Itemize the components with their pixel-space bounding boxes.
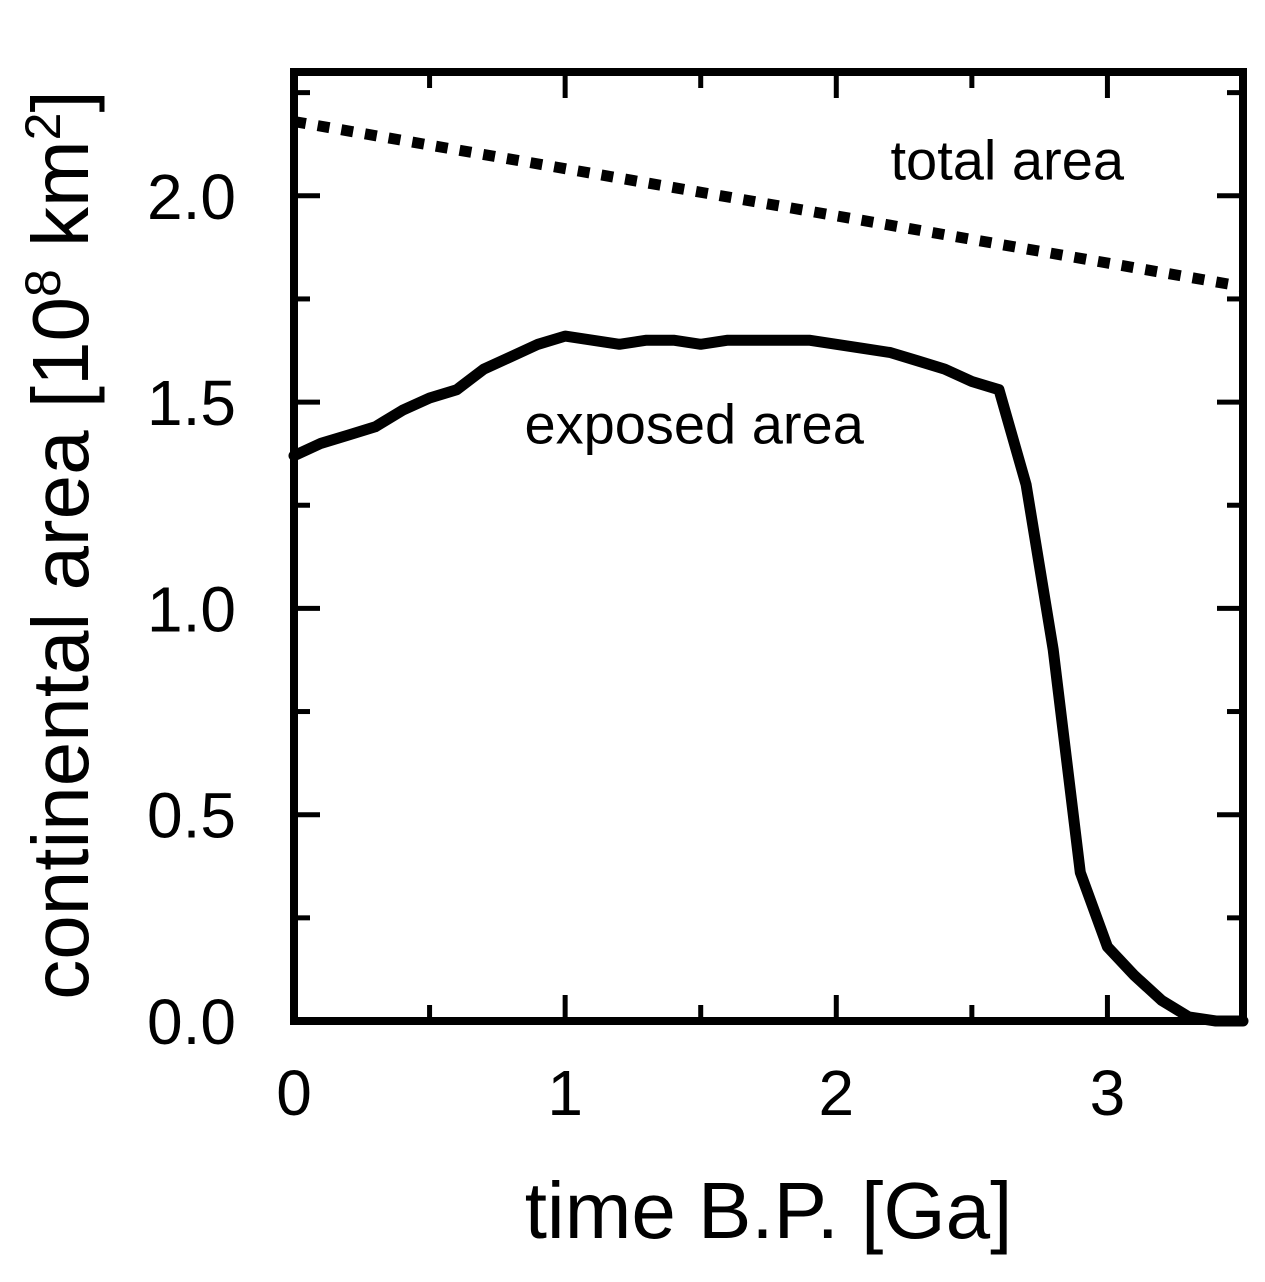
y-axis-title-base: continental area [10 bbox=[16, 297, 105, 1000]
annotation-exposed-area: exposed area bbox=[524, 392, 864, 455]
x-tick-label-3: 3 bbox=[1090, 1057, 1126, 1129]
y-tick-label-1: 0.5 bbox=[147, 780, 236, 852]
y-axis-title-mid: km bbox=[16, 140, 105, 269]
y-tick-label-0: 0.0 bbox=[147, 986, 236, 1058]
plot-marks bbox=[288, 116, 1249, 1027]
x-tick-label-0: 0 bbox=[276, 1057, 312, 1129]
plot-frame bbox=[290, 68, 1247, 1025]
x-tick-label-1: 1 bbox=[547, 1057, 583, 1129]
annotation-total-area: total area bbox=[891, 128, 1125, 191]
y-axis-title-exp1: 8 bbox=[15, 269, 71, 297]
axis-ticks bbox=[291, 72, 1246, 1024]
x-axis-title: time B.P. [Ga] bbox=[525, 1166, 1013, 1255]
series-total-area-line bbox=[293, 116, 1244, 293]
series-exposed-area-line bbox=[288, 330, 1249, 1027]
y-axis-title: continental area [108 km2] bbox=[15, 90, 105, 999]
annotations: total area exposed area bbox=[524, 128, 1124, 455]
y-tick-label-4: 2.0 bbox=[147, 161, 236, 233]
y-tick-label-3: 1.5 bbox=[147, 367, 236, 439]
y-axis-title-end: ] bbox=[16, 90, 105, 112]
y-axis-title-exp2: 2 bbox=[15, 113, 71, 141]
x-tick-label-2: 2 bbox=[818, 1057, 854, 1129]
y-tick-label-2: 1.0 bbox=[147, 573, 236, 645]
tick-labels: 0 1 2 3 0.0 0.5 1.0 1.5 2.0 bbox=[147, 161, 1125, 1129]
